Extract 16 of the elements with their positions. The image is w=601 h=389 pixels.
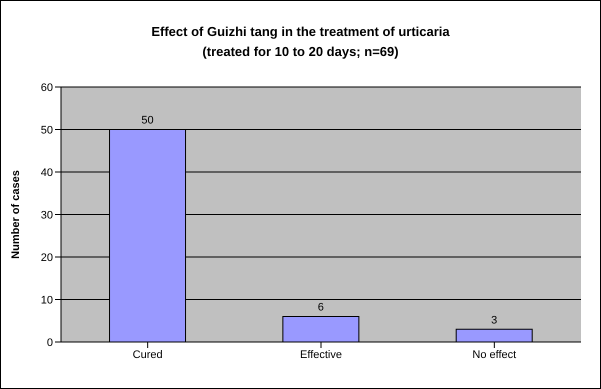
y-tick-label: 0	[46, 336, 53, 349]
data-label: 6	[318, 302, 324, 314]
x-tick-label: Cured	[132, 348, 163, 361]
chart-title: Effect of Guizhi tang in the treatment of urticaria	[150, 23, 451, 41]
x-tick-label: Effective	[300, 348, 342, 361]
y-tick-label: 40	[40, 166, 53, 179]
y-tick-label: 60	[40, 82, 53, 94]
y-axis-title: Number of cases	[10, 170, 22, 259]
y-tick-label: 50	[40, 124, 53, 136]
y-tick-label: 30	[40, 209, 53, 222]
y-tick-label: 20	[40, 252, 53, 264]
data-label: 50	[141, 114, 154, 126]
x-tick-label: No effect	[472, 348, 516, 361]
y-tick-label: 10	[40, 294, 53, 306]
data-label: 3	[491, 314, 498, 326]
chart-subtitle: (treated for 10 to 20 days; n=69)	[201, 43, 400, 61]
